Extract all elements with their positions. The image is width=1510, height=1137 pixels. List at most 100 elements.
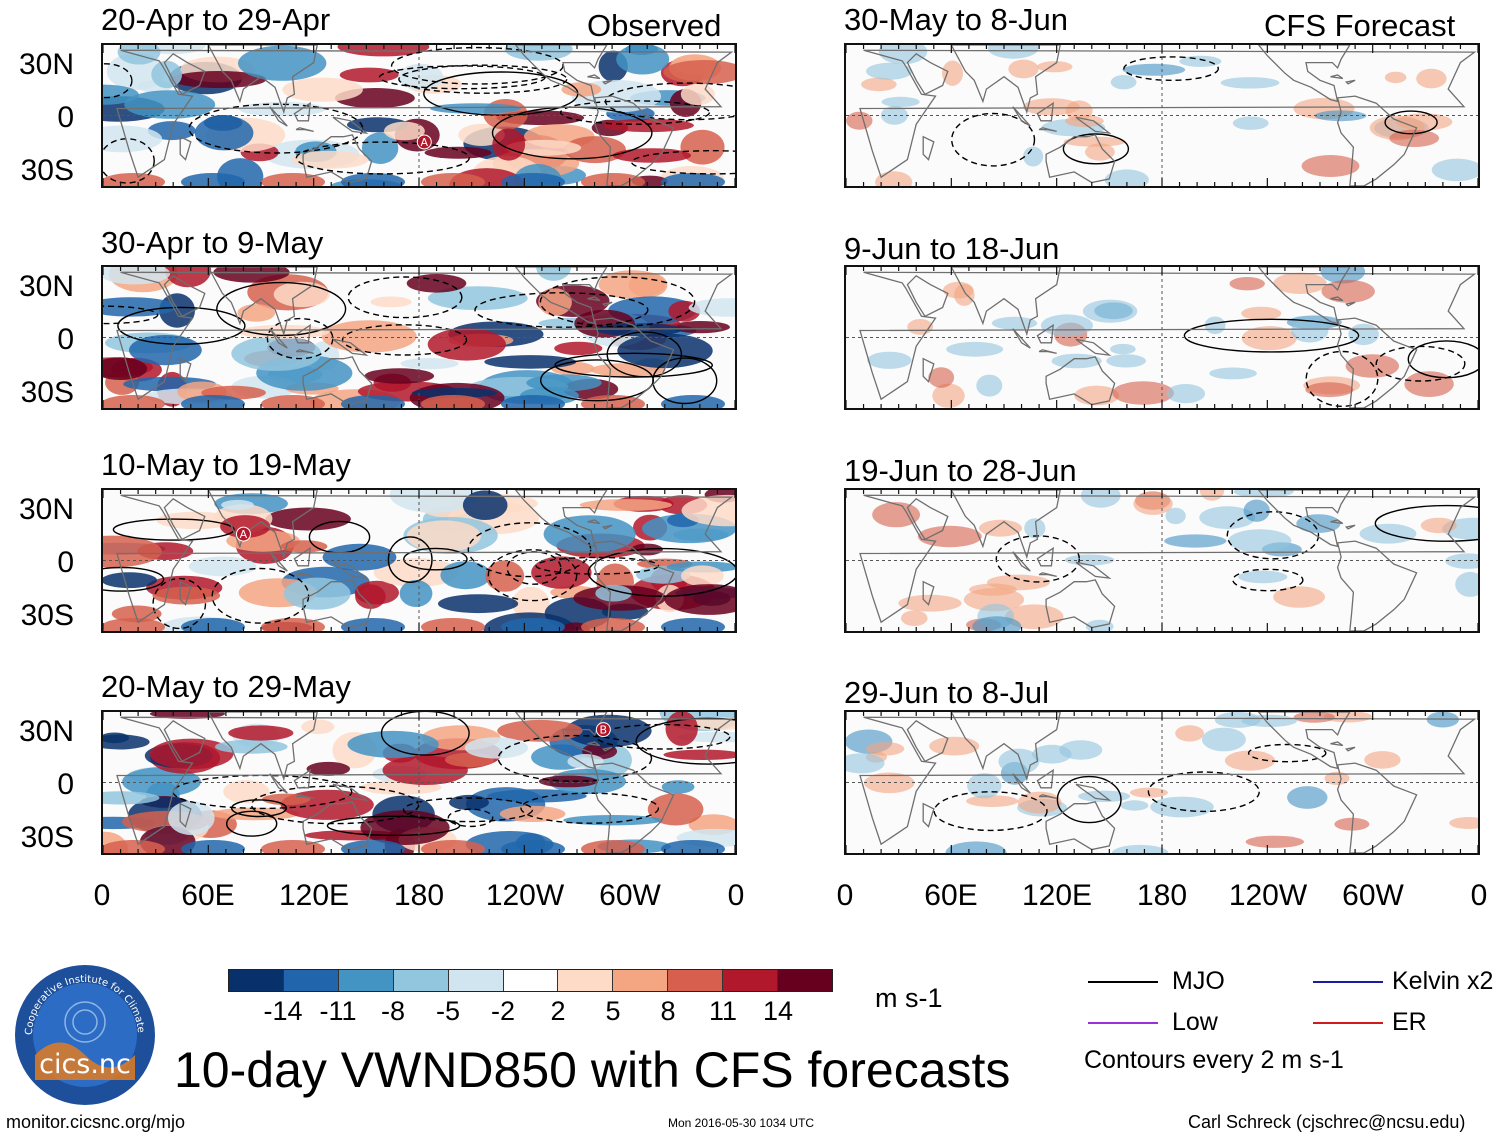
anomaly-shading [485, 560, 525, 592]
legend-mjo-label: MJO [1172, 967, 1225, 995]
anomaly-shading [1164, 534, 1227, 548]
anomaly-shading [846, 111, 873, 130]
mjo-contour [403, 547, 468, 571]
coastline [332, 338, 369, 357]
coastline [906, 52, 949, 96]
wave-marker-dot [595, 722, 611, 738]
anomaly-shading [103, 734, 150, 750]
panel-title-7: 19-Jun to 28-Jun [844, 453, 1077, 488]
anomaly-shading [942, 60, 963, 86]
anomaly-shading [670, 321, 730, 334]
anomaly-shading [321, 320, 417, 353]
coastline [1036, 323, 1054, 344]
anomaly-shading [1273, 586, 1325, 608]
anomaly-shading [1241, 306, 1282, 321]
anomaly-shading [1024, 518, 1046, 539]
coastline [587, 741, 601, 747]
ytick-0: 0 [57, 546, 74, 579]
mjo-contour [520, 792, 660, 824]
website-link[interactable]: monitor.cicsnc.org/mjo [6, 1112, 186, 1132]
coastline [514, 490, 608, 548]
mjo-contour [447, 808, 494, 828]
anomaly-shading [538, 288, 572, 316]
coastline [1344, 524, 1356, 530]
coastline [859, 716, 1477, 846]
coastline [950, 267, 1061, 337]
anomaly-shading [427, 286, 528, 311]
coastline [859, 49, 1477, 179]
anomaly-shading [1228, 529, 1292, 553]
anomaly-shading [1229, 277, 1265, 291]
anomaly-shading [1122, 63, 1186, 76]
anomaly-shading [976, 374, 1003, 397]
coastline [293, 546, 311, 567]
anomaly-shading [865, 742, 905, 756]
xtick-0-end: 0 [1470, 879, 1488, 912]
mjo-contour [152, 577, 207, 630]
map-panel: A [101, 488, 737, 633]
xtick-0: 0 [93, 879, 111, 912]
anomaly-shading [449, 794, 489, 811]
anomaly-shading [424, 146, 492, 159]
mjo-contour [230, 799, 287, 818]
anomaly-shading [681, 565, 724, 587]
anomaly-shading [917, 525, 982, 548]
anomaly-shading [881, 96, 920, 107]
mjo-contour [606, 331, 683, 378]
anomaly-shading [497, 719, 583, 742]
anomaly-shading [1111, 844, 1169, 853]
mjo-contour [211, 567, 310, 624]
anomaly-shading [663, 60, 735, 85]
anomaly-shading [1245, 835, 1304, 848]
anomaly-shading [901, 610, 928, 626]
coastline [906, 274, 949, 318]
colorbar-tick-label: -11 [319, 996, 357, 1026]
anomaly-shading [370, 296, 412, 308]
anomaly-shading [373, 558, 460, 587]
timestamp: Mon 2016-05-30 1034 UTC [668, 1116, 815, 1130]
mjo-contour [266, 317, 334, 360]
anomaly-shading [188, 556, 257, 577]
anomaly-shading [665, 712, 698, 746]
colorbar-swatch [503, 970, 559, 991]
coastline [922, 135, 935, 161]
ytick-0: 0 [57, 101, 74, 134]
units-label: m s-1 [875, 983, 943, 1013]
xtick-0-end: 0 [727, 879, 745, 912]
anomaly-shading [1104, 169, 1149, 186]
wave-marker-dot [416, 134, 432, 150]
coastline [332, 116, 369, 135]
coastline [587, 519, 601, 525]
coastline [593, 540, 675, 631]
anomaly-shading [421, 618, 485, 631]
mjo-contour [341, 324, 468, 356]
anomaly-shading [129, 335, 202, 366]
map-svg [846, 490, 1478, 631]
anomaly-shading [1321, 279, 1375, 303]
mjo-contour [117, 306, 246, 345]
logo-orbit [72, 1009, 98, 1035]
mjo-contour [474, 292, 649, 328]
coastline [302, 356, 373, 406]
cfs-forecast-header: CFS Forecast [1264, 8, 1456, 43]
xtick-120w: 120W [1228, 879, 1308, 912]
coastline [1038, 127, 1057, 133]
anomaly-shading [1384, 71, 1407, 84]
colorbar-tick-label: 8 [660, 996, 676, 1026]
anomaly-shading [492, 128, 526, 161]
anomaly-shading [1224, 750, 1276, 771]
coastline [207, 45, 318, 115]
anomaly-shading [221, 499, 254, 510]
anomaly-shading [501, 395, 565, 408]
coastline [1075, 116, 1112, 135]
anomaly-shading [1426, 712, 1459, 728]
coastline [601, 524, 613, 530]
coastline [295, 349, 314, 355]
anomaly-shading [1233, 490, 1294, 498]
coastline [302, 579, 373, 629]
coastline [207, 712, 318, 782]
coastline [302, 801, 373, 851]
anomaly-shading [265, 507, 351, 531]
anomaly-shading [688, 298, 735, 317]
logo-orbit [64, 1001, 106, 1043]
